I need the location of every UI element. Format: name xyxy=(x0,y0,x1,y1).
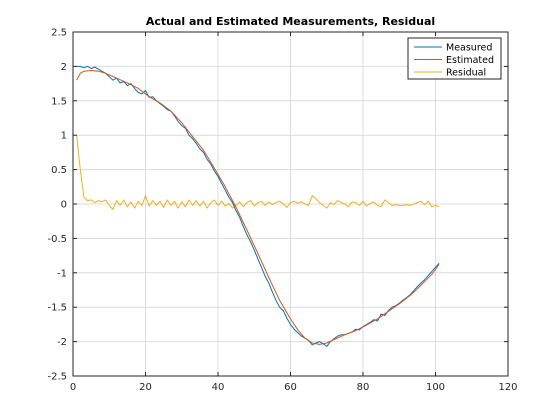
x-tick-label: 60 xyxy=(284,382,297,393)
series-lines xyxy=(76,65,440,347)
legend-label-residual: Residual xyxy=(446,68,486,79)
x-tick-label: 40 xyxy=(212,382,225,393)
legend-label-measured: Measured xyxy=(446,43,492,54)
y-tick-label: 0 xyxy=(61,200,67,211)
y-tick-label: 2 xyxy=(61,62,67,73)
chart-title: Actual and Estimated Measurements, Resid… xyxy=(146,15,435,28)
y-tick-label: -1.5 xyxy=(47,303,67,314)
x-tick-label: 80 xyxy=(357,382,370,393)
series-line-measured xyxy=(76,65,440,347)
series-line-residual xyxy=(76,135,440,210)
y-tick-label: 1 xyxy=(61,131,67,142)
x-tick-label: 100 xyxy=(426,382,445,393)
series-line-estimated xyxy=(76,70,440,345)
legend-label-estimated: Estimated xyxy=(446,55,494,66)
y-tick-label: -0.5 xyxy=(47,234,67,245)
y-tick-label: 2.5 xyxy=(51,28,67,39)
x-tick-label: 20 xyxy=(139,382,152,393)
axis-ticks: 0 20 40 60 80 100 120 2.5 2 1.5 1 0.5 0 -0.5 -1 -1.5 -2 -… xyxy=(47,28,517,394)
x-tick-label: 0 xyxy=(70,382,76,393)
y-tick-label: 0.5 xyxy=(51,165,67,176)
y-tick-label: -1 xyxy=(57,268,67,279)
x-tick-label: 120 xyxy=(498,382,517,393)
y-tick-label: -2 xyxy=(57,337,67,348)
y-tick-label: -2.5 xyxy=(47,372,67,383)
y-tick-label: 1.5 xyxy=(51,96,67,107)
